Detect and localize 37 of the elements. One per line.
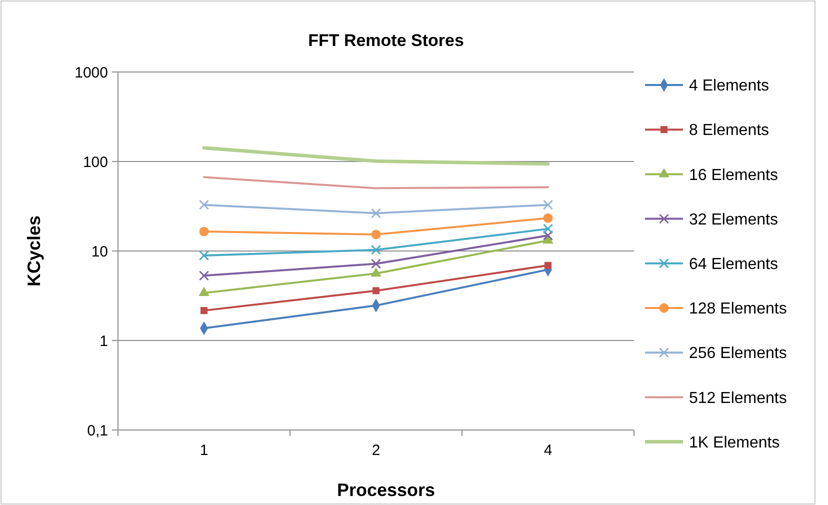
point — [199, 226, 209, 236]
point — [370, 244, 382, 255]
legend-label: 8 Elements — [689, 122, 770, 140]
point — [542, 224, 554, 234]
legend-label: 64 Elements — [689, 256, 778, 273]
legend-label: 32 Elements — [689, 211, 778, 228]
point — [198, 200, 210, 210]
point — [198, 270, 210, 281]
y-tick-label: 0,1 — [87, 422, 108, 440]
y-axis-title: KCycles — [24, 215, 44, 287]
point — [198, 286, 210, 296]
point — [370, 267, 382, 277]
y-tick-label: 100 — [82, 154, 108, 171]
x-axis-title: Processors — [336, 480, 436, 500]
point — [198, 250, 210, 261]
point — [544, 262, 552, 269]
chart-title: FFT Remote Stores — [308, 31, 464, 50]
legend-label: 128 Elements — [689, 300, 787, 318]
legend-label: 16 Elements — [689, 166, 778, 184]
point — [370, 258, 382, 269]
point — [542, 230, 554, 241]
point — [543, 213, 553, 223]
x-tick-label: 2 — [372, 442, 380, 459]
legend-label: 256 Elements — [689, 345, 787, 362]
point — [200, 307, 208, 314]
point — [542, 200, 554, 210]
legend-label: 512 Elements — [689, 390, 787, 407]
point — [371, 230, 381, 240]
y-tick-label: 10 — [91, 243, 108, 260]
point — [370, 208, 382, 218]
legend-label: 1K Elements — [689, 434, 780, 452]
point — [372, 287, 380, 294]
legend-label: 4 Elements — [689, 78, 770, 95]
y-tick-label: 1000 — [74, 64, 108, 82]
y-tick-label: 1 — [100, 332, 108, 350]
x-tick-label: 4 — [544, 442, 552, 459]
x-tick-label: 1 — [200, 442, 208, 459]
